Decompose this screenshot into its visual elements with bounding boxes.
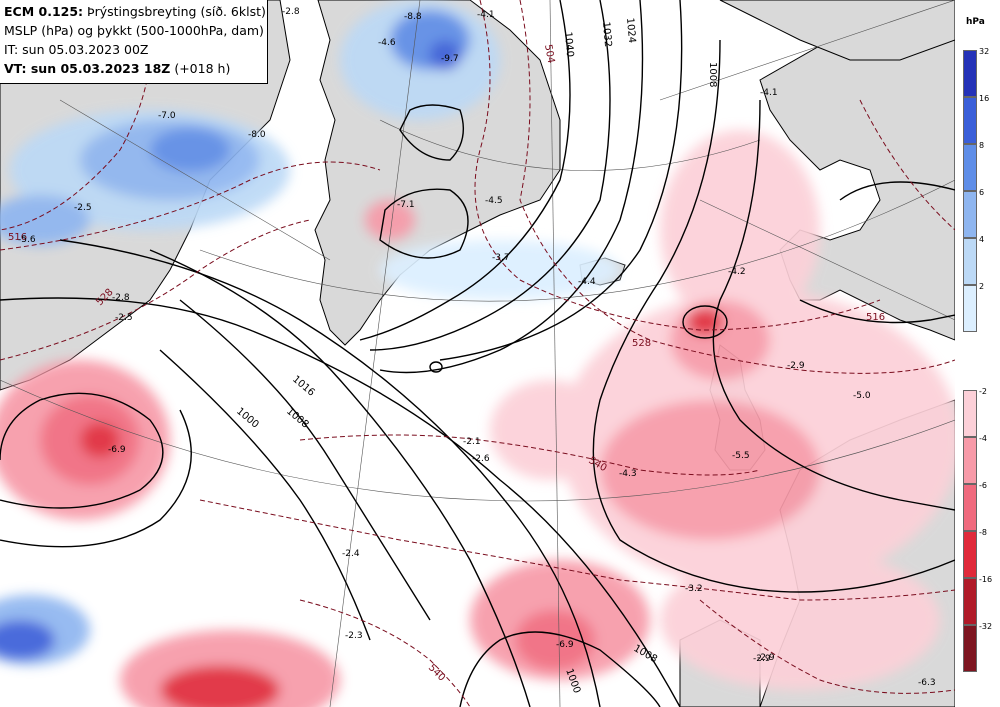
svg-text:504: 504 [542, 44, 556, 65]
svg-text:516: 516 [866, 312, 885, 323]
svg-text:-6.9: -6.9 [556, 640, 574, 650]
legend-negative-label-0: -2 [979, 387, 987, 396]
svg-text:-2.9: -2.9 [753, 654, 771, 664]
svg-text:-4.1: -4.1 [760, 88, 778, 98]
legend-positive-swatch-1 [963, 97, 977, 144]
svg-text:-5.6: -5.6 [18, 235, 36, 245]
legend-positive-swatch-0 [963, 50, 977, 97]
weather-map: 1016 1000 1008 1040 1032 1024 1008 1000 … [0, 0, 955, 707]
legend-negative-swatch-4 [963, 578, 977, 625]
legend-positive-label-0: 32 [979, 47, 990, 56]
legend-positive-label-5: 2 [979, 282, 985, 291]
svg-text:-2.3: -2.3 [345, 631, 363, 641]
legend-positive-swatch-3 [963, 191, 977, 238]
svg-text:-2.8: -2.8 [112, 293, 130, 303]
map-title-box: ECM 0.125: Þrýstingsbreyting (síð. 6klst… [0, 0, 268, 84]
legend-negative-label-5: -32 [979, 622, 993, 631]
svg-text:1000: 1000 [234, 406, 261, 431]
legend-positive-label-4: 4 [979, 235, 985, 244]
legend-positive-swatch-4 [963, 238, 977, 285]
svg-text:-2.5: -2.5 [115, 313, 133, 323]
svg-text:-4.3: -4.3 [619, 469, 637, 479]
svg-text:-7.0: -7.0 [158, 111, 176, 121]
svg-text:-4.1: -4.1 [477, 10, 495, 20]
map-canvas: 1016 1000 1008 1040 1032 1024 1008 1000 … [0, 0, 955, 707]
legend-positive-swatch-2 [963, 144, 977, 191]
svg-text:528: 528 [632, 338, 651, 349]
svg-text:1024: 1024 [624, 17, 637, 43]
svg-text:1040: 1040 [562, 31, 575, 57]
title-line-4: VT: sun 05.03.2023 18Z (+018 h) [4, 61, 231, 76]
svg-text:1008: 1008 [707, 62, 718, 87]
svg-text:516: 516 [8, 232, 27, 243]
svg-text:-8.0: -8.0 [248, 130, 266, 140]
svg-text:-2.5: -2.5 [74, 203, 92, 213]
svg-text:-2.4: -2.4 [342, 549, 360, 559]
legend-negative-label-3: -8 [979, 528, 987, 537]
svg-text:-6.9: -6.9 [108, 445, 126, 455]
legend-negative-label-1: -4 [979, 434, 987, 443]
legend-positive-label-2: 8 [979, 141, 985, 150]
legend-negative-swatch-0 [963, 390, 977, 437]
svg-text:-3.7: -3.7 [492, 253, 510, 263]
legend-negative-label-2: -6 [979, 481, 987, 490]
legend-negative-swatch-3 [963, 531, 977, 578]
graticule [0, 0, 955, 707]
pressure-change-shading [0, 0, 955, 707]
svg-text:1016: 1016 [290, 374, 317, 399]
svg-text:-5.0: -5.0 [853, 391, 871, 401]
svg-text:-2.9: -2.9 [757, 653, 775, 663]
pressure-change-labels: -2.8 -7.0 -8.0 -2.5 -5.6 -2.5 -6.9 -2.1 … [18, 7, 936, 688]
svg-text:-2.6: -2.6 [472, 454, 490, 464]
svg-text:540: 540 [426, 662, 447, 683]
svg-text:1008: 1008 [632, 643, 660, 665]
svg-text:1032: 1032 [600, 21, 613, 47]
legend-positive-label-3: 6 [979, 188, 985, 197]
svg-text:-2.9: -2.9 [787, 361, 805, 371]
svg-text:-4.6: -4.6 [378, 38, 396, 48]
legend-negative-swatch-1 [963, 437, 977, 484]
svg-text:-4.4: -4.4 [578, 277, 596, 287]
title-line-2: MSLP (hPa) og þykkt (500-1000hPa, dam) [4, 23, 264, 38]
svg-text:-8.8: -8.8 [404, 12, 422, 22]
svalbard-land [719, 0, 955, 61]
thickness-contours [0, 0, 955, 707]
svg-text:-6.3: -6.3 [918, 678, 936, 688]
legend-positive-label-1: 16 [979, 94, 990, 103]
title-line-3: IT: sun 05.03.2023 00Z [4, 42, 149, 57]
svg-text:-2.8: -2.8 [282, 7, 300, 17]
svg-text:-2.1: -2.1 [463, 437, 481, 447]
legend-unit: hPa [966, 17, 985, 27]
svg-text:-3.2: -3.2 [685, 584, 703, 594]
svg-text:-7.1: -7.1 [397, 200, 415, 210]
svg-text:-5.5: -5.5 [732, 451, 750, 461]
svg-text:-4.2: -4.2 [728, 267, 746, 277]
legend-positive-swatch-5 [963, 285, 977, 332]
svg-text:1008: 1008 [284, 406, 311, 431]
svg-text:-4.5: -4.5 [485, 196, 503, 206]
legend-negative-swatch-2 [963, 484, 977, 531]
svg-text:-9.7: -9.7 [441, 54, 459, 64]
isobars [0, 0, 955, 707]
legend-negative-swatch-5 [963, 625, 977, 672]
legend-negative-label-4: -16 [979, 575, 993, 584]
title-line-1: ECM 0.125: Þrýstingsbreyting (síð. 6klst… [4, 4, 266, 19]
